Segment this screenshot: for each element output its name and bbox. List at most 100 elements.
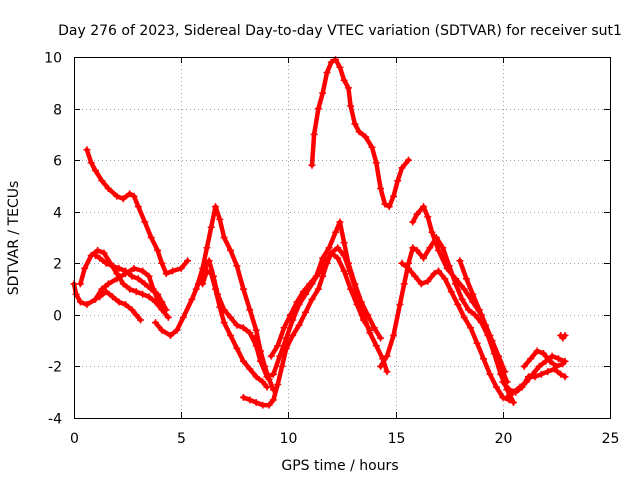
data-point-marker <box>239 393 247 401</box>
y-tick-label: 8 <box>53 103 62 119</box>
data-point-marker <box>310 130 318 138</box>
data-point-marker <box>535 362 543 370</box>
data-point-marker <box>83 301 91 308</box>
data-point-marker <box>552 362 560 370</box>
data-point-marker <box>132 311 140 319</box>
data-point-marker <box>344 84 352 92</box>
data-point-marker <box>233 344 241 352</box>
series-arc-13 <box>377 234 517 406</box>
series-arc-16 <box>456 257 509 376</box>
data-point-marker <box>212 203 219 211</box>
data-point-marker <box>145 272 153 280</box>
y-tick-label: 10 <box>44 51 62 67</box>
data-point-marker <box>141 218 149 226</box>
data-point-marker <box>488 337 496 345</box>
data-point-marker <box>199 280 207 288</box>
data-point-marker <box>471 311 479 319</box>
data-point-marker <box>561 332 569 339</box>
data-point-marker <box>372 159 380 167</box>
series-arc-12 <box>308 56 412 211</box>
data-point-marker <box>104 280 112 288</box>
data-point-marker <box>456 257 464 265</box>
data-point-marker <box>115 298 123 306</box>
series-arc-8 <box>199 267 271 391</box>
data-point-marker <box>257 357 264 365</box>
data-point-marker <box>469 290 477 298</box>
data-point-marker <box>293 298 301 306</box>
x-tick-label: 10 <box>280 431 298 447</box>
data-point-marker <box>327 58 335 66</box>
data-point-marker <box>259 378 267 386</box>
data-point-marker <box>366 329 374 337</box>
data-point-marker <box>546 357 554 365</box>
series-arc-20 <box>557 332 569 342</box>
data-point-marker <box>492 383 500 391</box>
data-point-marker <box>203 267 211 275</box>
series-line <box>399 261 512 403</box>
data-point-marker <box>199 264 207 272</box>
data-point-marker <box>460 285 468 293</box>
data-point-marker <box>355 128 363 136</box>
data-point-marker <box>149 285 157 293</box>
data-point-marker <box>282 334 290 342</box>
data-point-marker <box>557 370 565 378</box>
data-point-marker <box>164 313 172 321</box>
data-point-marker <box>465 306 472 314</box>
chart-title: Day 276 of 2023, Sidereal Day-to-day VTE… <box>58 23 622 39</box>
data-point-marker <box>424 277 432 285</box>
data-point-marker <box>220 234 228 241</box>
data-point-marker <box>312 272 320 280</box>
x-tick-label: 0 <box>70 431 79 447</box>
data-point-marker <box>357 298 365 306</box>
data-point-marker <box>340 267 348 275</box>
data-point-marker <box>314 285 322 293</box>
data-point-marker <box>447 288 455 296</box>
data-point-marker <box>377 362 385 370</box>
data-point-marker <box>287 311 294 319</box>
data-point-marker <box>265 401 273 409</box>
data-point-marker <box>128 306 136 314</box>
data-point-marker <box>246 306 254 314</box>
data-point-marker <box>334 254 342 262</box>
data-point-marker <box>239 324 247 332</box>
data-point-marker <box>139 290 147 298</box>
data-point-marker <box>104 185 112 192</box>
data-point-marker <box>167 332 174 339</box>
data-point-marker <box>239 285 247 293</box>
data-point-marker <box>501 368 509 376</box>
data-point-marker <box>246 329 254 337</box>
data-point-marker <box>239 357 247 365</box>
data-point-marker <box>559 360 567 368</box>
x-tick-label: 25 <box>602 431 620 447</box>
data-point-marker <box>336 63 344 71</box>
data-point-marker <box>372 342 380 350</box>
data-point-marker <box>409 244 417 252</box>
series-arc-5 <box>96 288 144 324</box>
data-point-marker <box>274 381 282 388</box>
data-point-marker <box>132 288 140 296</box>
data-point-marker <box>220 319 228 327</box>
data-point-marker <box>308 295 316 303</box>
data-point-marker <box>561 373 569 381</box>
data-point-marker <box>398 259 406 267</box>
data-point-marker <box>280 324 288 332</box>
data-point-marker <box>134 275 142 283</box>
data-point-marker <box>390 332 397 339</box>
data-point-marker <box>319 89 327 97</box>
data-point-marker <box>126 190 134 198</box>
data-point-marker <box>439 244 447 252</box>
data-point-marker <box>405 264 412 272</box>
data-point-marker <box>113 270 121 278</box>
data-point-marker <box>336 218 344 226</box>
x-tick-label: 20 <box>495 431 513 447</box>
data-point-marker <box>115 264 123 272</box>
series-arc-18 <box>499 365 569 396</box>
data-point-marker <box>267 352 275 360</box>
data-point-marker <box>259 401 267 409</box>
data-point-marker <box>302 308 310 316</box>
data-point-marker <box>263 383 271 391</box>
data-point-marker <box>499 378 507 386</box>
data-point-marker <box>340 76 348 84</box>
series-arc-4 <box>76 246 172 321</box>
series-line <box>193 204 276 392</box>
